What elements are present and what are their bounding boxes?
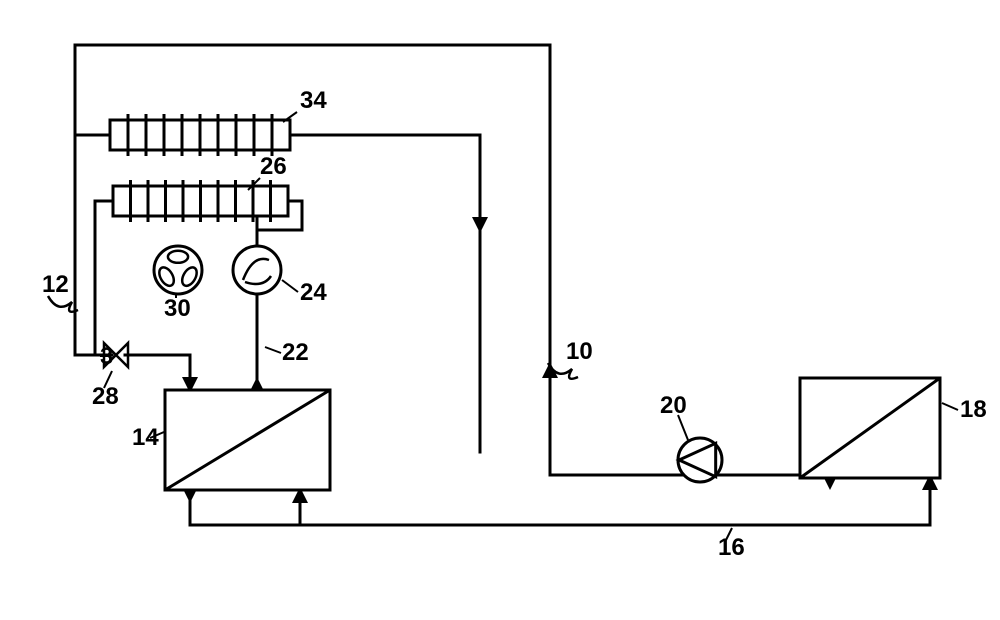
ref-label-26: 26 (260, 153, 287, 180)
ref-label-30: 30 (164, 295, 191, 322)
ref-label-28: 28 (92, 383, 119, 410)
label-leader (265, 347, 281, 353)
ref-label-24: 24 (300, 279, 327, 306)
schematic-diagram: 3 10 12 14 16 18 20 22 24 26 28 30 34 (0, 0, 1000, 620)
ref-label-14: 14 (132, 424, 159, 451)
ref-label-20: 20 (660, 392, 687, 419)
ref-label-12: 12 (42, 271, 69, 298)
flow-arrow (472, 217, 488, 233)
label-leader (282, 280, 298, 292)
ref-label-16: 16 (718, 534, 745, 561)
pipe-rad26-left (95, 201, 113, 355)
fan-30 (154, 246, 202, 294)
ref-label-18: 18 (960, 396, 987, 423)
label-leader (942, 403, 958, 410)
ref-label-3: 3 (100, 343, 113, 370)
pump-24 (233, 246, 281, 294)
ref-label-10: 10 (566, 338, 593, 365)
ref-label-22: 22 (282, 339, 309, 366)
ref-label-34: 34 (300, 87, 327, 114)
